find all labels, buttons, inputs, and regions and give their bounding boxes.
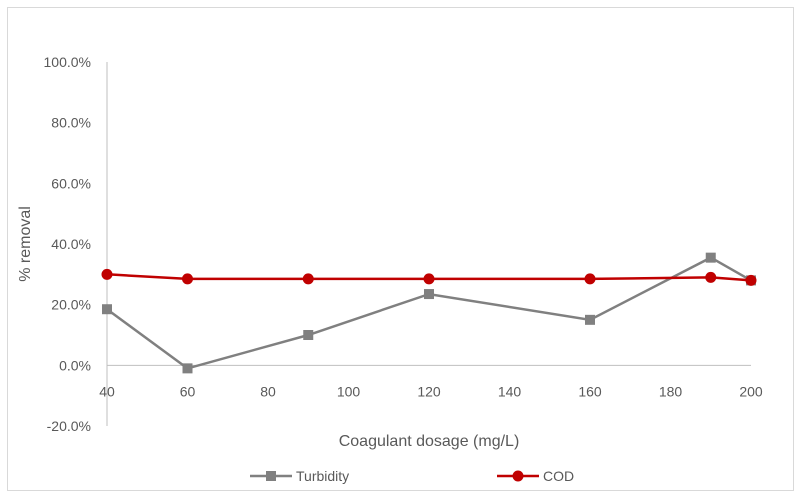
cod-point — [182, 273, 193, 285]
series-group — [101, 252, 757, 374]
turbidity-point — [585, 314, 595, 325]
x-tick-labels: 40 60 80 100 120 140 160 180 200 — [99, 383, 763, 399]
y-tick-label: 100.0% — [44, 54, 91, 70]
y-tick-label: 80.0% — [51, 115, 91, 131]
cod-point — [423, 273, 435, 285]
x-tick-label: 140 — [498, 383, 522, 399]
x-axis-title: Coagulant dosage (mg/L) — [339, 433, 520, 450]
x-tick-label: 100 — [337, 383, 361, 399]
turbidity-point — [705, 252, 716, 263]
cod-point — [584, 273, 596, 285]
turbidity-point — [424, 289, 434, 300]
cod-point — [101, 268, 113, 280]
x-tick-label: 160 — [578, 383, 602, 399]
y-tick-label: 40.0% — [51, 236, 91, 252]
x-tick-label: 40 — [99, 383, 115, 399]
turbidity-legend-marker — [266, 471, 276, 481]
x-tick-label: 60 — [180, 383, 196, 399]
y-tick-label: -20.0% — [47, 418, 91, 434]
chart-frame — [7, 7, 794, 491]
y-tick-label: 20.0% — [51, 297, 91, 313]
y-axis-title: % removal — [17, 206, 34, 282]
turbidity-point — [102, 304, 112, 315]
cod-point — [705, 271, 717, 283]
x-tick-label: 120 — [417, 383, 441, 399]
turbidity-point — [182, 363, 193, 374]
cod-legend-label: COD — [543, 468, 574, 484]
turbidity-point — [303, 330, 314, 340]
y-tick-label: 0.0% — [59, 357, 91, 373]
y-tick-label: 60.0% — [51, 175, 91, 191]
x-tick-label: 180 — [659, 383, 683, 399]
legend: Turbidity COD — [250, 468, 574, 484]
cod-point — [302, 273, 314, 285]
turbidity-legend-label: Turbidity — [296, 468, 349, 484]
axes — [106, 62, 751, 426]
x-tick-label: 80 — [260, 383, 276, 399]
x-tick-label: 200 — [739, 383, 763, 399]
cod-point — [745, 274, 757, 286]
cod-legend-marker — [512, 470, 524, 482]
y-tick-labels: -20.0% 0.0% 20.0% 40.0% 60.0% 80.0% 100.0% — [44, 54, 91, 434]
